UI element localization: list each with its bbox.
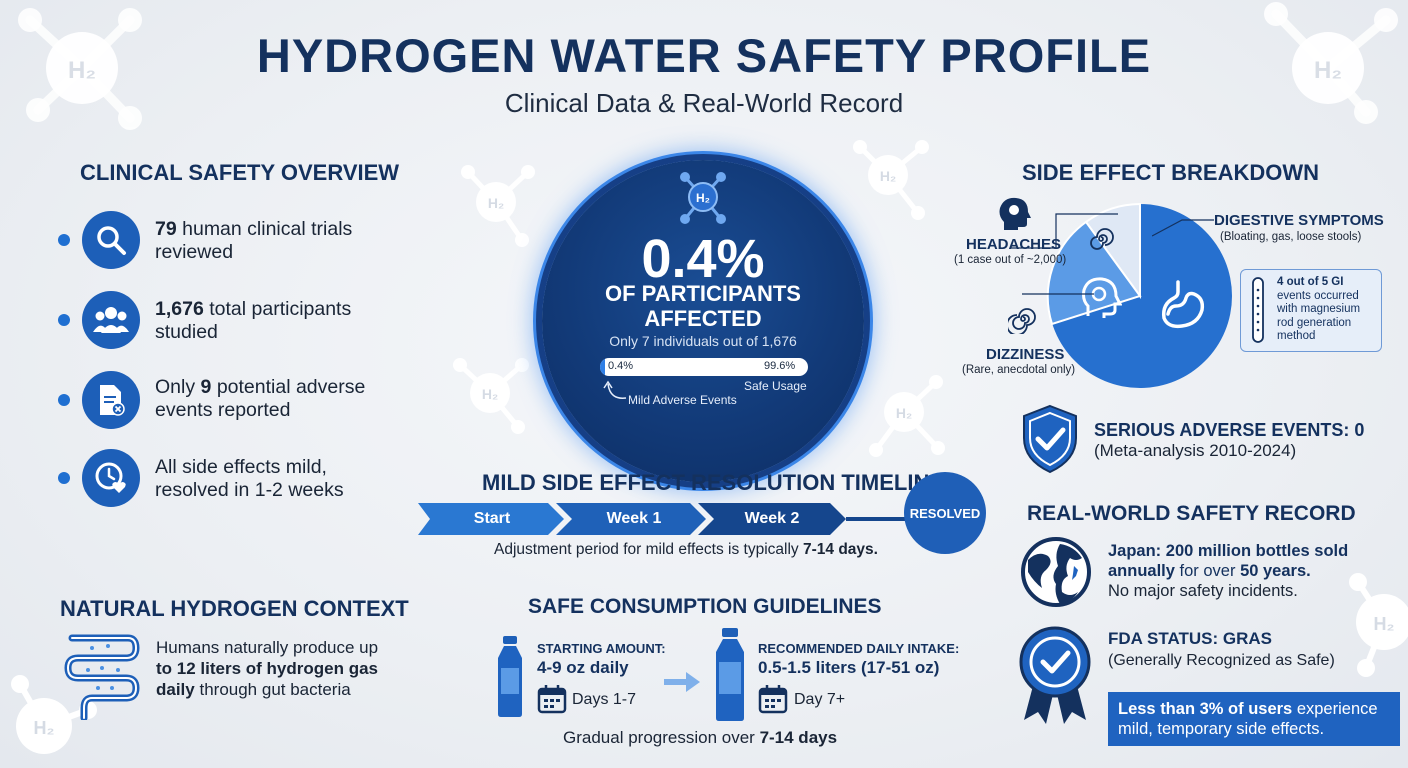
participants-affected-circle — [542, 160, 864, 482]
progress-bar-fill — [600, 358, 606, 376]
headaches-sub: (1 case out of ~2,000) — [954, 254, 1067, 266]
bullet-dot — [58, 394, 70, 406]
molecule-decor-top-right: H₂ — [1256, 0, 1406, 140]
clinical-heading: CLINICAL SAFETY OVERVIEW — [80, 160, 400, 185]
molecule-decor-mid-right: H₂ — [852, 135, 932, 225]
timeline-heading: MILD SIDE EFFECT RESOLUTION TIMELINE — [482, 470, 944, 495]
bullet-dot — [58, 234, 70, 246]
headaches-leader-line — [1010, 212, 1120, 257]
award-ribbon-icon — [1018, 624, 1092, 733]
dizziness-label: DIZZINESS — [986, 346, 1065, 363]
water-bottle-large-icon — [710, 628, 750, 727]
days-1-7: Days 1-7 — [572, 691, 637, 708]
adverse-events-text: Only 9 potential adverse events reported — [155, 376, 366, 421]
affected-sub: Only 7 individuals out of 1,676 — [609, 333, 797, 349]
molecule-decor-center-right: H₂ — [866, 370, 946, 460]
dizziness-sub: (Rare, anecdotal only) — [962, 364, 1076, 376]
day-7-plus: Day 7+ — [794, 691, 846, 708]
svg-text:H₂: H₂ — [896, 405, 912, 421]
trials-text: 79 human clinical trials reviewed — [155, 218, 353, 263]
less-than-3-percent-callout: Less than 3% of users experience mild, te… — [1108, 692, 1400, 746]
shield-check-icon — [1020, 404, 1080, 479]
japan-record-text: Japan: 200 million bottles sold annually … — [1108, 542, 1349, 600]
safe-usage-label: Safe Usage — [744, 379, 807, 393]
molecule-icon: H₂ — [675, 167, 731, 232]
bullet-dot — [58, 472, 70, 484]
curved-arrow-icon — [602, 380, 628, 409]
timeline-step-week2: Week 2 — [744, 510, 800, 527]
bar-right-value: 99.6% — [764, 360, 796, 372]
calendar-icon — [537, 684, 567, 719]
intestine-icon — [62, 630, 142, 725]
svg-text:H₂: H₂ — [1374, 614, 1395, 634]
clock-heart-icon — [82, 449, 140, 507]
side-effects-heading: SIDE EFFECT BREAKDOWN — [1022, 160, 1319, 185]
page-subtitle: Clinical Data & Real-World Record — [504, 88, 904, 118]
timeline-note: Adjustment period for mild effects is ty… — [494, 541, 878, 558]
side-effects-mild-text: All side effects mild, resolved in 1-2 we… — [155, 456, 344, 501]
headaches-label: HEADACHES — [966, 236, 1062, 253]
starting-amount-label: STARTING AMOUNT: — [537, 641, 666, 656]
resolved-badge: RESOLVED — [904, 472, 986, 554]
svg-text:H₂: H₂ — [68, 57, 96, 84]
recommended-intake-label: RECOMMENDED DAILY INTAKE: — [758, 641, 960, 656]
starting-amount-value: 4-9 oz daily — [537, 658, 629, 677]
serious-adverse-heading: SERIOUS ADVERSE EVENTS: 0 — [1094, 420, 1365, 440]
svg-text:H₂: H₂ — [880, 168, 896, 184]
dizziness-leader-line — [1022, 286, 1102, 307]
timeline-arrows — [418, 503, 918, 540]
dizziness-spiral-icon — [1006, 304, 1038, 339]
timeline-step-week1: Week 1 — [606, 510, 662, 527]
fda-status-heading: FDA STATUS: GRAS — [1108, 629, 1273, 648]
svg-text:H₂: H₂ — [488, 195, 504, 211]
document-x-icon — [82, 371, 140, 429]
timeline-step-start: Start — [473, 510, 511, 527]
molecule-decor-center-left: H₂ — [452, 355, 532, 435]
molecule-decor-mid-left: H₂ — [458, 160, 538, 250]
brain-head-icon — [998, 196, 1032, 237]
natural-heading: NATURAL HYDROGEN CONTEXT — [60, 596, 409, 621]
safety-progress-bar — [600, 358, 808, 376]
recommended-intake-value: 0.5-1.5 liters (17-51 oz) — [758, 658, 940, 677]
svg-text:H₂: H₂ — [34, 718, 55, 738]
calendar-icon — [758, 684, 788, 719]
svg-text:H₂: H₂ — [482, 386, 498, 402]
mild-events-label: Mild Adverse Events — [628, 393, 737, 407]
natural-text: Humans naturally produce up to 12 liters … — [156, 638, 379, 699]
molecule-decor-top-left: H₂ — [10, 0, 160, 140]
digestive-sub: (Bloating, gas, loose stools) — [1220, 231, 1362, 243]
participants-text: 1,676 total participants studied — [155, 298, 352, 343]
affected-percent: 0.4% — [641, 229, 765, 289]
page-title: HYDROGEN WATER SAFETY PROFILE — [256, 29, 1152, 82]
arrow-right-icon — [664, 672, 700, 697]
water-bottle-small-icon — [492, 636, 528, 723]
molecule-decor-bottom-left: H₂ — [0, 670, 100, 768]
people-icon — [82, 291, 140, 349]
bullet-dot — [58, 314, 70, 326]
rod-icon — [1250, 276, 1266, 349]
svg-text:H₂: H₂ — [696, 191, 710, 205]
bar-left-value: 0.4% — [608, 360, 634, 372]
digestive-leader-line — [1151, 218, 1216, 243]
globe-icon — [1020, 536, 1092, 613]
spiral-icon — [1087, 225, 1115, 258]
molecule-decor-bottom-right: H₂ — [1336, 568, 1408, 678]
digestive-label: DIGESTIVE SYMPTOMS — [1214, 212, 1384, 229]
affected-label: OF PARTICIPANTS AFFECTED — [605, 281, 801, 331]
magnifier-icon — [82, 211, 140, 269]
real-world-heading: REAL-WORLD SAFETY RECORD — [1027, 502, 1356, 525]
fda-status-sub: (Generally Recognized as Safe) — [1108, 652, 1335, 669]
guidelines-heading: SAFE CONSUMPTION GUIDELINES — [528, 595, 882, 618]
gi-note-text: 4 out of 5 GI events occurred with magnesi… — [1277, 276, 1361, 342]
svg-text:H₂: H₂ — [1314, 57, 1342, 84]
serious-adverse-sub: (Meta-analysis 2010-2024) — [1094, 441, 1297, 460]
progression-text: Gradual progression over 7-14 days — [563, 728, 838, 747]
stomach-icon — [1156, 278, 1210, 337]
